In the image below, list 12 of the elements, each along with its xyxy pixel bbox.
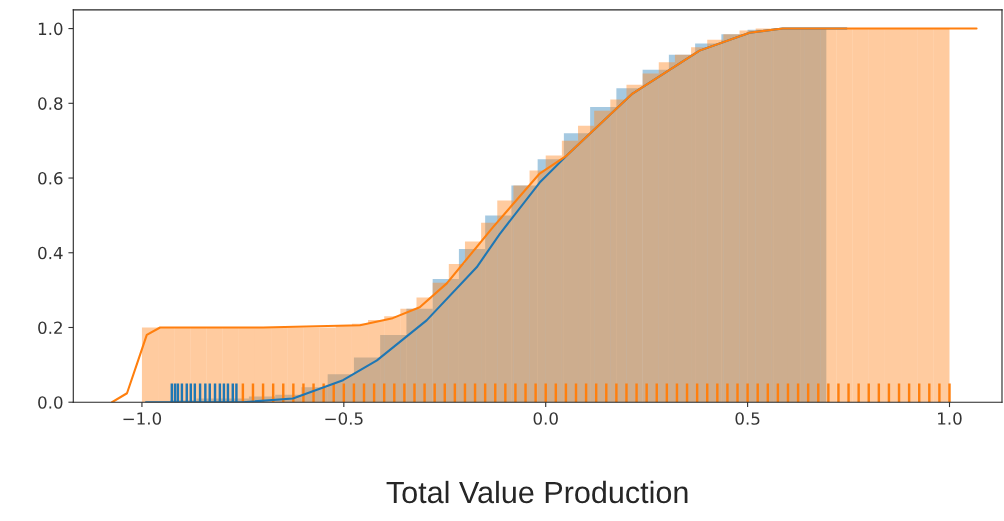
y-tick-label: 0.2 [38,321,62,335]
x-axis-title: Total Value Production [386,480,688,504]
y-tick-label: 0.4 [38,246,63,260]
x-tick-label: 0.5 [735,412,760,425]
y-tick-label: 0.0 [38,396,63,409]
x-tick-label: 1.0 [938,412,962,425]
y-tick-label: 0.6 [38,172,63,185]
x-tick-label: −1.0 [123,412,162,425]
y-tick-label: 1.0 [38,22,63,36]
x-tick-label: 0.0 [533,412,558,425]
x-tick-label: −0.5 [325,412,363,425]
y-tick-label: 0.8 [38,97,63,110]
